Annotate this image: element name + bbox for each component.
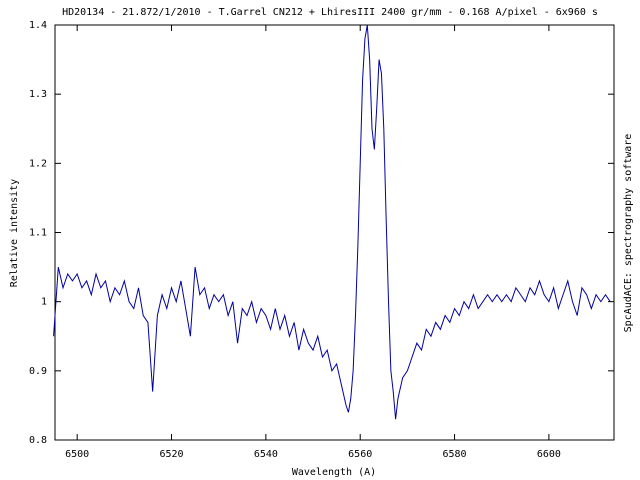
x-tick-label: 6580 [443,449,467,460]
y-axis-label: Relative intensity [9,179,20,287]
x-tick-label: 6500 [65,449,89,460]
x-tick-label: 6520 [159,449,183,460]
y-tick-label: 0.9 [29,366,47,377]
chart-title: HD20134 - 21.872/1/2010 - T.Garrel CN212… [62,7,598,18]
x-tick-label: 6560 [348,449,372,460]
x-axis-label: Wavelength (A) [292,467,376,478]
x-tick-label: 6540 [254,449,278,460]
y-tick-label: 0.8 [29,435,47,446]
plot-frame [54,24,615,441]
y-tick-label: 1.4 [29,20,47,31]
y-tick-label: 1.3 [29,89,47,100]
side-note: SpcAudACE: spectrography software [623,134,634,333]
y-tick-label: 1.1 [29,228,47,239]
y-tick-label: 1.2 [29,158,47,169]
x-tick-label: 6600 [537,449,561,460]
spectrum-line [53,24,611,420]
y-tick-label: 1 [41,297,47,308]
